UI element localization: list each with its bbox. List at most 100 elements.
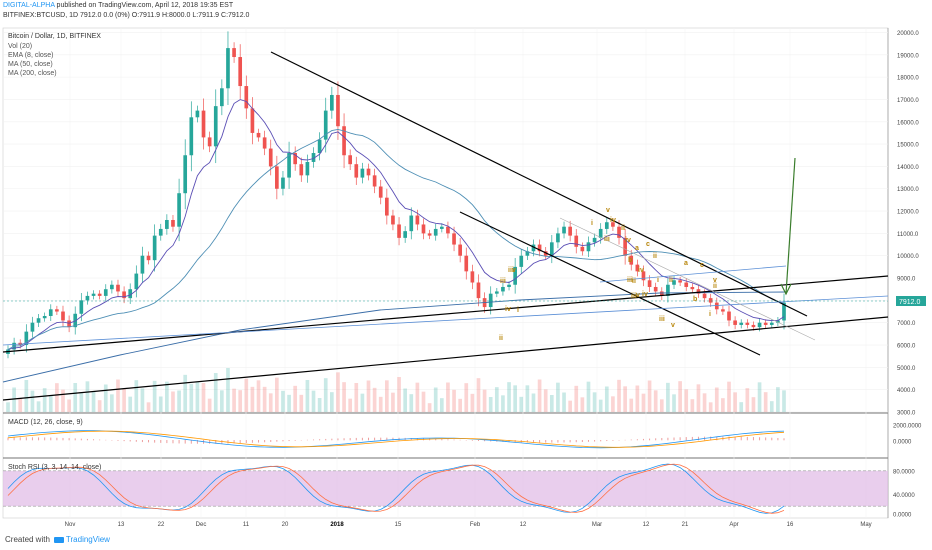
macd-signal-line	[7, 430, 785, 448]
macd-histogram-bar	[74, 438, 76, 441]
volume-bar	[714, 387, 719, 412]
macd-histogram-bar	[172, 440, 174, 444]
macd-histogram-bar	[581, 440, 583, 443]
volume-bar	[635, 385, 640, 412]
price-tick-label: 9000.0	[897, 277, 916, 283]
candle-body	[220, 88, 224, 107]
macd-histogram-bar	[545, 440, 547, 443]
legend: Bitcoin / Dollar, 1D, BITFINEX Vol (20) …	[8, 33, 101, 77]
candle-body	[598, 228, 603, 238]
macd-histogram-bar	[282, 440, 284, 442]
volume-bar	[366, 380, 371, 412]
macd-histogram-bar	[453, 439, 455, 441]
wave-label: v	[713, 277, 717, 284]
x-tick-label: 16	[787, 522, 794, 528]
candle-body	[299, 164, 304, 176]
candle-body	[574, 235, 579, 247]
volume-bar	[250, 386, 255, 412]
macd-histogram-bar	[655, 438, 657, 441]
macd-histogram-bar	[319, 439, 321, 441]
trend-lines	[2, 51, 889, 401]
volume-bar	[427, 403, 432, 412]
macd-histogram-bar	[508, 440, 510, 443]
volume-bar	[342, 382, 346, 412]
candle-body	[391, 215, 395, 225]
candle-body	[513, 266, 517, 285]
volume-bar	[757, 382, 762, 412]
macd-histogram-bar	[416, 438, 418, 441]
candle-body	[421, 224, 426, 234]
candle-body	[464, 255, 469, 272]
projection-arrowhead	[780, 283, 792, 296]
candle-body	[189, 117, 194, 156]
volume-bar	[36, 401, 41, 412]
macd-histogram-bar	[435, 438, 437, 441]
candle-body	[110, 284, 114, 290]
stoch-tick-label: 40.0000	[893, 493, 915, 499]
tradingview-link[interactable]: TradingView	[65, 535, 110, 544]
candle-body	[586, 242, 591, 252]
macd-histogram-bar	[477, 440, 479, 441]
candle-body	[721, 309, 725, 312]
candle-body	[360, 168, 365, 178]
volume-bar	[782, 390, 786, 412]
macd-histogram-bar	[166, 440, 168, 444]
publisher-name[interactable]: DIGITAL-ALPHA	[3, 2, 55, 9]
wave-label: a	[684, 260, 688, 267]
macd-histogram-bar	[355, 437, 357, 441]
volume-bar	[739, 402, 744, 412]
channel-line	[559, 217, 816, 341]
macd-histogram-bar	[154, 440, 156, 443]
candle-body	[30, 322, 35, 332]
macd-histogram-bar	[410, 438, 412, 441]
macd-histogram-bar	[392, 437, 394, 441]
volume-bar	[678, 381, 682, 412]
macd-histogram-bar	[160, 440, 162, 443]
volume-bar	[531, 393, 536, 412]
macd-histogram-bar	[129, 440, 131, 442]
volume-bar	[745, 388, 750, 412]
volume-bar	[183, 374, 188, 412]
candle-body	[336, 94, 340, 127]
candle-body	[666, 284, 670, 296]
macd-histogram-bar	[746, 436, 748, 441]
macd-histogram-bar	[710, 436, 712, 441]
moving-averages	[2, 99, 787, 383]
candle-body	[488, 293, 493, 308]
macd-histogram-bar	[62, 437, 64, 441]
x-tick-label: 20	[282, 522, 289, 528]
macd-histogram-bar	[636, 439, 638, 441]
wave-label: b	[628, 257, 632, 264]
macd-histogram-bar	[673, 437, 675, 441]
candle-body	[446, 226, 450, 234]
volume-bar	[751, 397, 756, 412]
grid-lines	[2, 27, 889, 519]
macd-histogram-bar	[557, 440, 559, 443]
macd-histogram-bar	[484, 440, 486, 442]
volume-bar	[232, 388, 236, 412]
macd-histogram-bar	[759, 437, 761, 441]
candle-body	[116, 284, 120, 292]
wave-label: v	[606, 207, 610, 214]
price-tick-label: 11000.0	[897, 232, 919, 238]
x-tick-label: 13	[118, 522, 125, 528]
candle-body	[342, 126, 346, 156]
macd-histogram-bar	[123, 440, 125, 442]
volume-bar	[287, 394, 291, 412]
macd-histogram-bar	[716, 436, 718, 441]
volume-bar	[6, 402, 10, 412]
volume-bar	[696, 384, 701, 412]
macd-histogram-bar	[196, 440, 198, 444]
wave-label: ii	[653, 253, 657, 260]
candle-body	[103, 289, 108, 296]
candle-body	[611, 222, 615, 227]
candle-body	[433, 228, 438, 236]
candle-body	[354, 164, 359, 178]
stoch-d-line	[7, 463, 785, 514]
candle-body	[549, 242, 554, 256]
candle-body	[580, 246, 585, 252]
volume-bar	[171, 391, 175, 412]
macd-histogram-bar	[99, 439, 101, 441]
macd-histogram-bar	[661, 438, 663, 441]
channel-line	[599, 265, 787, 283]
